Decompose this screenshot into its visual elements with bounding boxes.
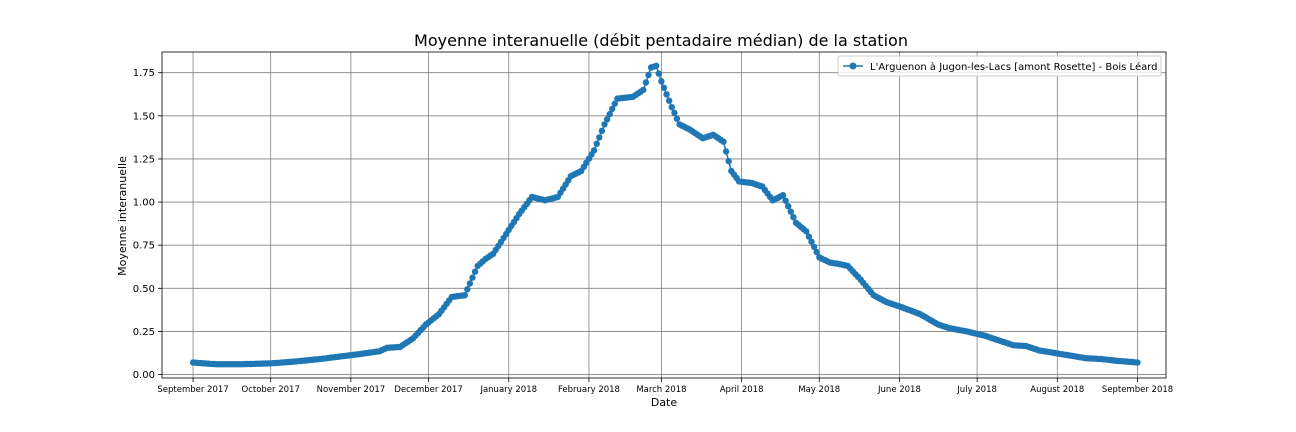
plot-frame	[161, 51, 1167, 379]
y-tick-label: 0.50	[133, 284, 155, 295]
y-tick-label: 0.00	[133, 370, 155, 381]
x-tick-label: June 2018	[877, 385, 921, 395]
data-point	[671, 109, 678, 117]
data-point	[803, 228, 810, 235]
x-tick-label: February 2018	[558, 385, 620, 395]
data-point	[660, 84, 668, 92]
data-point	[653, 62, 660, 69]
data-point	[785, 203, 792, 210]
grid	[162, 52, 1166, 378]
chart-title: Moyenne interanuelle (débit pentadaire m…	[414, 31, 908, 50]
x-tick-label: October 2017	[242, 385, 300, 395]
data-point	[603, 116, 611, 123]
data-point	[782, 197, 789, 204]
data-point	[601, 121, 608, 128]
data-point	[642, 79, 650, 86]
data-point	[787, 208, 794, 215]
data-point	[805, 233, 813, 240]
data-point	[658, 78, 665, 85]
legend-label: L'Arguenon à Jugon-les-Lacs [amont Roset…	[870, 61, 1158, 73]
data-point	[790, 214, 797, 221]
y-axis-label: Moyenne interanuelle	[116, 156, 129, 276]
series-line	[193, 64, 1138, 365]
data-point	[590, 147, 598, 154]
data-point	[471, 268, 479, 275]
data-point	[813, 248, 820, 256]
data-point	[606, 110, 613, 118]
data-point	[645, 71, 652, 79]
legend-box	[837, 55, 1162, 77]
x-axis-label: Date	[651, 396, 678, 409]
data-point	[466, 280, 474, 287]
data-point	[598, 127, 606, 135]
data-point	[469, 274, 476, 281]
x-tick-label: March 2018	[636, 385, 686, 395]
y-tick-label: 1.75	[133, 68, 155, 79]
data-point	[655, 70, 662, 77]
data-point	[663, 91, 670, 98]
x-tick-label: September 2017	[157, 385, 228, 395]
x-tick-label: November 2017	[317, 385, 386, 395]
data-point	[464, 286, 471, 293]
legend-marker-swatch	[849, 62, 857, 70]
x-tick-label: January 2018	[479, 385, 537, 395]
data-point	[593, 140, 600, 147]
y-axis-ticks: 0.00 0.25 0.50 0.75 1.00 1.25 1.50 1.75	[133, 68, 162, 381]
x-tick-label: April 2018	[720, 385, 764, 395]
y-tick-label: 1.25	[133, 154, 155, 165]
data-point	[808, 238, 815, 245]
x-tick-label: September 2018	[1102, 385, 1173, 395]
x-tick-label: December 2017	[394, 385, 462, 395]
y-tick-label: 1.00	[133, 198, 155, 209]
data-point	[666, 97, 673, 104]
y-tick-label: 1.50	[133, 111, 155, 122]
data-point	[779, 192, 787, 199]
y-tick-label: 0.75	[133, 241, 155, 252]
data-point	[725, 158, 732, 165]
data-point	[609, 105, 616, 113]
series-group	[189, 62, 1141, 368]
data-point	[810, 243, 818, 251]
x-tick-label: August 2018	[1030, 385, 1084, 395]
data-point	[673, 115, 681, 122]
data-point	[640, 86, 647, 94]
x-tick-label: May 2018	[798, 385, 840, 395]
legend: L'Arguenon à Jugon-les-Lacs [amont Roset…	[837, 55, 1162, 77]
x-axis-ticks: September 2017 October 2017 November 2017 D…	[157, 378, 1173, 395]
y-tick-label: 0.25	[133, 327, 155, 338]
data-point	[461, 292, 468, 299]
data-point	[720, 138, 727, 145]
data-point	[722, 148, 730, 155]
data-point	[668, 104, 675, 111]
data-point	[596, 134, 603, 141]
data-point	[1134, 359, 1141, 366]
data-point	[611, 100, 618, 107]
x-tick-label: July 2018	[956, 385, 997, 395]
